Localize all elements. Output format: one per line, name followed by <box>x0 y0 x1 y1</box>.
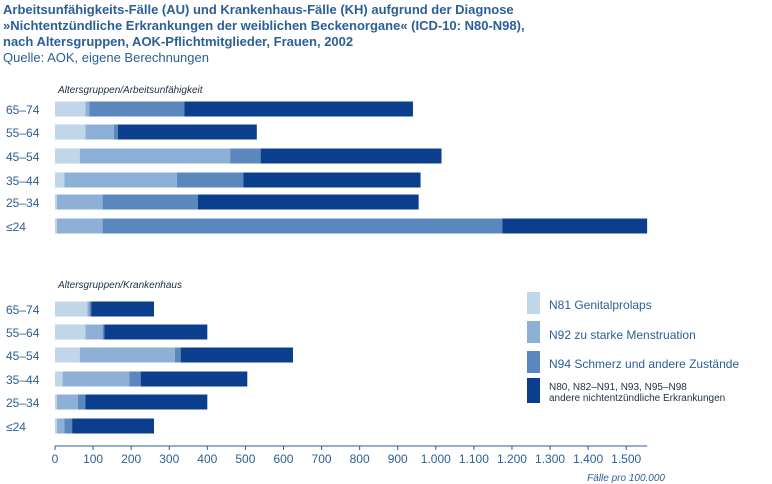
bar-segment <box>89 301 92 317</box>
x-tick-label: 1.200 <box>497 452 527 466</box>
legend-swatch <box>527 351 540 373</box>
bar-segment <box>85 124 115 140</box>
x-axis-label: Fälle pro 100.000 <box>587 473 665 484</box>
legend-label: N94 Schmerz und andere Zustände <box>549 357 739 371</box>
legend-label: andere nichtentzündliche Erkrankungen <box>549 393 725 404</box>
legend-swatch <box>527 321 540 343</box>
x-tick-label: 600 <box>273 452 293 466</box>
chart-source: Quelle: AOK, eigene Berechnungen <box>3 50 209 65</box>
x-tick-label: 300 <box>159 452 179 466</box>
bar-segment <box>104 324 208 340</box>
category-label: 35–44 <box>6 373 40 387</box>
category-label: 65–74 <box>6 303 40 317</box>
bar-segment <box>56 218 103 234</box>
bar-segment <box>260 148 442 164</box>
bar-segment <box>77 394 86 410</box>
legend-swatch <box>527 378 540 403</box>
bar-segment <box>85 324 103 340</box>
bar-segment <box>91 301 155 317</box>
bar-segment <box>140 371 248 387</box>
panel-title: Altersgruppen/Krankenhaus <box>57 280 182 291</box>
bar-segment <box>502 218 648 234</box>
bar-segment <box>197 194 419 210</box>
bar-segment <box>55 371 63 387</box>
bar-segment <box>55 301 88 317</box>
bar-segment <box>55 347 80 363</box>
bar-segment <box>72 418 155 434</box>
bar-segment <box>79 347 175 363</box>
bar-segment <box>176 172 244 188</box>
bar-segment <box>230 148 261 164</box>
bar-segment <box>55 324 86 340</box>
category-label: 45–54 <box>6 150 40 164</box>
panel-title: Altersgruppen/Arbeitsunfähigkeit <box>57 85 204 96</box>
category-label: 55–64 <box>6 126 40 140</box>
bar-segment <box>55 172 65 188</box>
bar-segment <box>117 124 257 140</box>
chart-title-line-2: »Nichtentzündliche Erkrankungen der weib… <box>3 18 525 33</box>
bar-segment <box>55 148 80 164</box>
bar-segment <box>184 101 413 117</box>
x-tick-label: 700 <box>312 452 332 466</box>
bar-segment <box>102 218 503 234</box>
x-tick-label: 1.500 <box>611 452 641 466</box>
bar-segment <box>55 218 57 234</box>
bar-segment <box>114 124 118 140</box>
bar-segment <box>89 101 185 117</box>
chart-title-line-3: nach Altersgruppen, AOK-Pflichtmitgliede… <box>3 34 354 49</box>
category-label: ≤24 <box>6 420 26 434</box>
bar-segment <box>55 124 86 140</box>
category-label: 45–54 <box>6 349 40 363</box>
bar-segment <box>79 148 231 164</box>
bar-segment <box>56 394 78 410</box>
category-label: 35–44 <box>6 174 40 188</box>
bar-segment <box>64 418 73 434</box>
x-tick-label: 100 <box>83 452 103 466</box>
chart-title-block: Arbeitsunfähigkeits-Fälle (AU) und Krank… <box>3 2 768 66</box>
x-tick-label: 1.400 <box>573 452 603 466</box>
legend-label: N80, N82–N91, N93, N95–N98 <box>549 382 687 393</box>
legend-swatch <box>527 292 540 314</box>
category-label: 25–34 <box>6 196 40 210</box>
x-tick-label: 400 <box>197 452 217 466</box>
bar-segment <box>55 101 86 117</box>
bar-segment <box>56 418 65 434</box>
bar-segment <box>174 347 181 363</box>
x-tick-label: 200 <box>121 452 141 466</box>
x-tick-label: 1.100 <box>459 452 489 466</box>
bar-segment <box>55 418 57 434</box>
x-tick-label: 800 <box>350 452 370 466</box>
bar-segment <box>85 101 90 117</box>
x-tick-label: 1.000 <box>421 452 451 466</box>
x-tick-label: 1.300 <box>535 452 565 466</box>
bar-segment <box>62 371 130 387</box>
bar-segment <box>55 194 57 210</box>
bar-segment <box>129 371 141 387</box>
category-label: 55–64 <box>6 326 40 340</box>
bar-segment <box>55 394 57 410</box>
category-label: ≤24 <box>6 220 26 234</box>
bar-segment <box>64 172 177 188</box>
bar-segment <box>102 324 105 340</box>
legend-label: N92 zu starke Menstruation <box>549 328 696 342</box>
bar-segment <box>243 172 421 188</box>
category-label: 65–74 <box>6 103 40 117</box>
legend-label: N81 Genitalprolaps <box>549 298 652 312</box>
bar-segment <box>85 394 208 410</box>
bar-segment <box>180 347 293 363</box>
x-tick-label: 0 <box>52 452 59 466</box>
bar-segment <box>102 194 198 210</box>
x-tick-label: 900 <box>388 452 408 466</box>
bar-segment <box>87 301 90 317</box>
x-tick-label: 500 <box>235 452 255 466</box>
category-label: 25–34 <box>6 396 40 410</box>
chart-title-line-1: Arbeitsunfähigkeits-Fälle (AU) und Krank… <box>3 2 514 17</box>
bar-segment <box>56 194 103 210</box>
